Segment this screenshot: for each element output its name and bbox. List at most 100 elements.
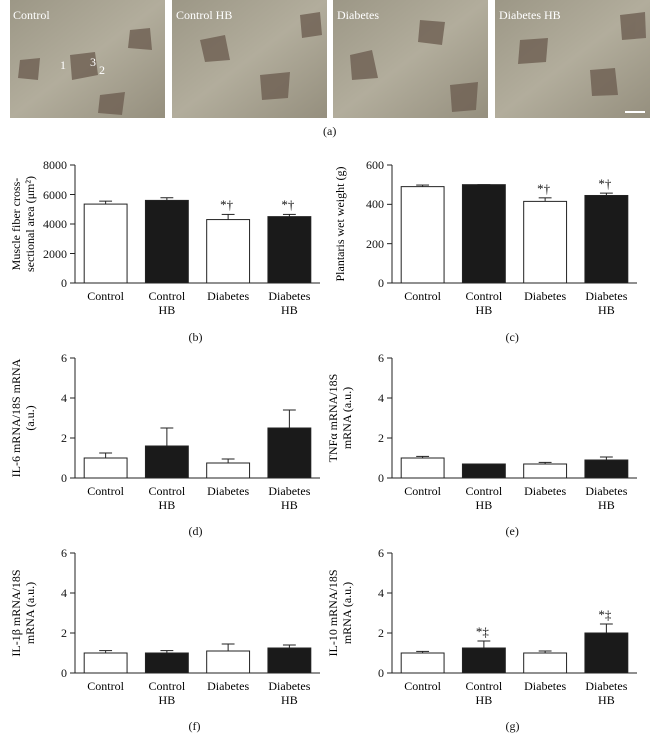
micrograph-label: Diabetes HB (499, 8, 561, 22)
x-tick-label: Diabetes HB (585, 289, 628, 317)
x-tick-label: Diabetes (524, 289, 567, 303)
y-tick-label: 6 (61, 351, 67, 365)
x-tick-label: Diabetes (207, 679, 250, 693)
bar (461, 184, 506, 284)
bar (267, 216, 312, 284)
y-tick-label: 4000 (43, 217, 67, 231)
bar (584, 194, 629, 284)
x-tick-label: Control HB (465, 484, 503, 512)
y-axis-title: IL-1β mRNA/18S mRNA (a.u.) (9, 569, 37, 657)
y-tick-label: 0 (61, 276, 67, 290)
y-axis-title: Muscle fiber cross-sectional area (μm²) (9, 176, 37, 272)
micrograph-tiles (10, 0, 650, 118)
y-tick-label: 4 (61, 391, 67, 405)
x-tick-label: Diabetes HB (268, 289, 311, 317)
fiber-number: 3 (90, 55, 96, 69)
bar (523, 652, 568, 674)
significance-label: *‡ (475, 624, 489, 639)
y-tick-label: 6 (378, 546, 384, 560)
x-tick-label: Diabetes (207, 484, 250, 498)
x-tick-label: Diabetes HB (268, 484, 311, 512)
y-tick-label: 0 (61, 471, 67, 485)
panel-caption: (c) (505, 330, 519, 344)
y-tick-label: 2 (378, 626, 384, 640)
panel-caption: (b) (188, 330, 203, 344)
y-tick-label: 6 (378, 351, 384, 365)
fiber-number: 1 (60, 58, 66, 72)
y-tick-label: 4 (61, 586, 67, 600)
y-tick-label: 6 (61, 546, 67, 560)
bar (400, 652, 445, 674)
x-tick-label: Control (87, 679, 124, 693)
x-tick-label: Diabetes HB (268, 679, 311, 707)
bar (83, 203, 128, 284)
x-tick-label: Control HB (148, 679, 186, 707)
x-tick-label: Control (404, 484, 441, 498)
bar (584, 459, 629, 479)
y-tick-label: 2000 (43, 246, 67, 261)
bar (83, 457, 128, 479)
x-tick-label: Control HB (465, 289, 503, 317)
panel-caption: (a) (323, 124, 337, 138)
x-tick-label: Control (87, 289, 124, 303)
bar (400, 457, 445, 479)
bar (267, 427, 312, 479)
y-tick-label: 0 (378, 276, 384, 290)
x-tick-label: Diabetes HB (585, 484, 628, 512)
micrograph-label: Control (13, 8, 50, 22)
bar (584, 632, 629, 674)
bar (206, 650, 251, 674)
y-tick-label: 0 (378, 471, 384, 485)
bar (461, 647, 506, 674)
bar (206, 462, 251, 479)
y-tick-label: 600 (366, 158, 384, 172)
significance-label: *† (220, 197, 234, 213)
bar (461, 463, 506, 479)
bar (144, 445, 189, 479)
significance-label: *‡ (598, 607, 612, 622)
y-tick-label: 2 (378, 431, 384, 445)
significance-label: *† (598, 176, 612, 192)
y-axis-title: TNFα mRNA/18S mRNA (a.u.) (326, 373, 354, 463)
y-tick-label: 2 (61, 431, 67, 445)
x-tick-label: Control (404, 679, 441, 693)
y-axis-title: IL-10 mRNA/18S mRNA (a.u.) (326, 569, 354, 657)
micrograph-label: Diabetes (337, 8, 379, 22)
y-tick-label: 0 (378, 666, 384, 680)
significance-label: *† (537, 180, 551, 196)
x-tick-label: Control HB (148, 289, 186, 317)
bar (523, 200, 568, 284)
x-tick-label: Diabetes (207, 289, 250, 303)
y-tick-label: 0 (61, 666, 67, 680)
fiber-number: 2 (99, 63, 105, 77)
y-tick-label: 400 (366, 197, 384, 212)
bar (83, 652, 128, 674)
y-tick-label: 8000 (43, 158, 67, 172)
significance-label: *† (281, 197, 295, 213)
panel-caption: (d) (188, 524, 203, 538)
x-tick-label: Diabetes (524, 679, 567, 693)
bar (400, 186, 445, 284)
panel-caption: (g) (505, 719, 520, 733)
y-tick-label: 4 (378, 391, 384, 405)
fiber-shapes (18, 12, 646, 115)
bar (206, 219, 251, 284)
x-tick-label: Control HB (465, 679, 503, 707)
y-tick-label: 2 (61, 626, 67, 640)
bar (523, 463, 568, 479)
micrograph-label: Control HB (176, 8, 233, 22)
y-axis-title: Plantaris wet weight (g) (333, 166, 347, 282)
y-tick-label: 4 (378, 586, 384, 600)
bar (267, 647, 312, 674)
bar (144, 199, 189, 284)
x-tick-label: Control (404, 289, 441, 303)
y-axis-title: IL-6 mRNA/18S mRNA (a.u.) (9, 358, 37, 478)
x-tick-label: Diabetes HB (585, 679, 628, 707)
y-tick-label: 200 (366, 236, 384, 251)
panel-caption: (f) (188, 719, 201, 733)
y-tick-label: 6000 (43, 187, 67, 202)
panel-caption: (e) (505, 524, 519, 538)
x-tick-label: Diabetes (524, 484, 567, 498)
